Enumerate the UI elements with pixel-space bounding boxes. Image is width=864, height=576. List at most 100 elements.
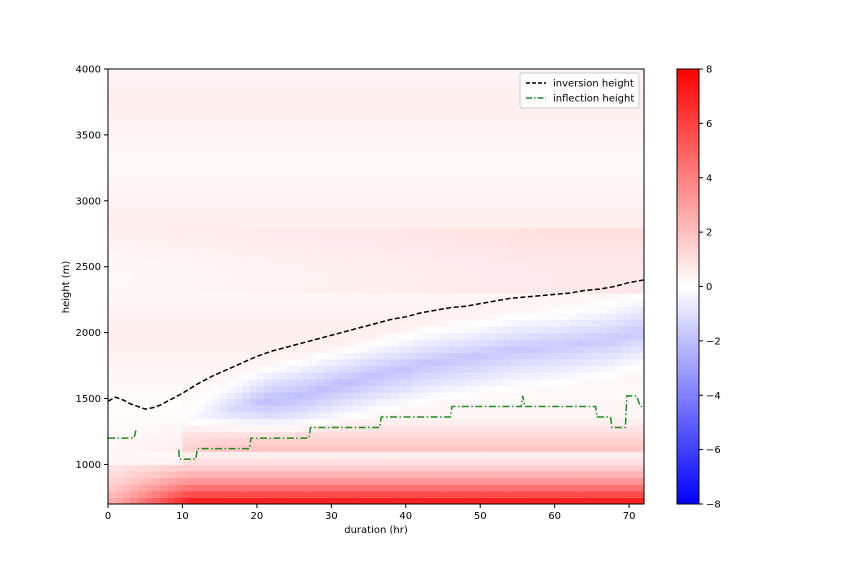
heatmap-cell xyxy=(286,246,295,255)
heatmap-cell xyxy=(279,121,288,129)
heatmap-cell xyxy=(562,438,571,446)
heatmap-cell xyxy=(152,108,161,116)
heatmap-cell xyxy=(160,411,169,419)
heatmap-cell xyxy=(435,115,444,123)
heatmap-cell xyxy=(532,187,541,195)
heatmap-field xyxy=(108,69,644,504)
heatmap-cell xyxy=(219,88,228,96)
heatmap-cell xyxy=(167,293,176,301)
heatmap-cell xyxy=(621,332,630,340)
heatmap-cell xyxy=(614,227,623,235)
heatmap-cell xyxy=(569,484,578,492)
heatmap-cell xyxy=(465,431,474,439)
heatmap-cell xyxy=(428,75,437,83)
heatmap-cell xyxy=(219,200,228,209)
heatmap-cell xyxy=(353,471,362,479)
heatmap-cell xyxy=(316,332,325,340)
heatmap-cell xyxy=(636,233,644,241)
heatmap-cell xyxy=(301,75,310,83)
heatmap-cell xyxy=(502,253,511,261)
heatmap-cell xyxy=(390,286,399,294)
heatmap-cell xyxy=(524,181,533,189)
heatmap-cell xyxy=(487,187,496,195)
heatmap-cell xyxy=(465,306,474,314)
heatmap-cell xyxy=(420,194,429,202)
heatmap-cell xyxy=(577,418,586,426)
heatmap-cell xyxy=(457,286,466,294)
heatmap-cell xyxy=(443,187,452,195)
heatmap-cell xyxy=(517,405,526,413)
heatmap-cell xyxy=(219,115,228,123)
heatmap-cell xyxy=(636,444,644,452)
heatmap-cell xyxy=(405,477,414,485)
heatmap-cell xyxy=(145,95,154,103)
heatmap-cell xyxy=(577,405,586,413)
heatmap-cell xyxy=(457,200,466,209)
heatmap-cell xyxy=(398,438,407,446)
heatmap-cell xyxy=(256,128,265,136)
heatmap-cell xyxy=(189,451,198,459)
heatmap-cell xyxy=(323,378,332,386)
heatmap-cell xyxy=(264,352,273,360)
heatmap-cell xyxy=(383,266,392,274)
heatmap-cell xyxy=(428,345,437,354)
heatmap-cell xyxy=(428,214,437,222)
heatmap-cell xyxy=(562,108,571,116)
heatmap-cell xyxy=(599,332,608,340)
heatmap-cell xyxy=(115,464,124,472)
heatmap-cell xyxy=(301,319,310,327)
heatmap-cell xyxy=(450,352,459,360)
heatmap-cell xyxy=(346,214,355,222)
heatmap-cell xyxy=(510,75,519,83)
heatmap-cell xyxy=(450,372,459,380)
heatmap-cell xyxy=(413,484,422,492)
heatmap-cell xyxy=(435,240,444,248)
heatmap-cell xyxy=(405,319,414,327)
heatmap-cell xyxy=(450,128,459,136)
heatmap-cell xyxy=(286,240,295,248)
heatmap-cell xyxy=(175,424,184,433)
heatmap-cell xyxy=(242,95,251,103)
heatmap-cell xyxy=(584,299,593,307)
heatmap-cell xyxy=(383,134,392,143)
heatmap-cell xyxy=(539,431,548,439)
heatmap-cell xyxy=(554,438,563,446)
heatmap-cell xyxy=(636,161,644,169)
heatmap-cell xyxy=(435,273,444,281)
heatmap-cell xyxy=(599,451,608,459)
heatmap-cell xyxy=(338,457,347,466)
heatmap-cell xyxy=(152,88,161,96)
heatmap-cell xyxy=(614,240,623,248)
heatmap-cell xyxy=(398,326,407,334)
heatmap-cell xyxy=(636,279,644,288)
heatmap-cell xyxy=(234,359,243,367)
heatmap-cell xyxy=(197,253,206,261)
heatmap-cell xyxy=(279,326,288,334)
heatmap-cell xyxy=(346,194,355,202)
heatmap-cell xyxy=(227,293,236,301)
heatmap-cell xyxy=(420,319,429,327)
heatmap-cell xyxy=(383,88,392,96)
heatmap-cell xyxy=(554,424,563,433)
heatmap-cell xyxy=(145,312,154,321)
heatmap-cell xyxy=(383,214,392,222)
heatmap-cell xyxy=(353,464,362,472)
heatmap-cell xyxy=(413,101,422,110)
heatmap-cell xyxy=(591,438,600,446)
heatmap-cell xyxy=(562,418,571,426)
heatmap-cell xyxy=(562,299,571,307)
heatmap-cell xyxy=(487,88,496,96)
heatmap-cell xyxy=(182,405,191,413)
heatmap-cell xyxy=(182,253,191,261)
heatmap-cell xyxy=(487,451,496,459)
heatmap-cell xyxy=(405,457,414,466)
heatmap-cell xyxy=(376,299,385,307)
heatmap-cell xyxy=(219,378,228,386)
heatmap-cell xyxy=(636,253,644,261)
heatmap-cell xyxy=(271,471,280,479)
heatmap-cell xyxy=(480,181,489,189)
heatmap-cell xyxy=(435,200,444,209)
heatmap-cell xyxy=(472,326,481,334)
heatmap-cell xyxy=(271,207,280,215)
heatmap-cell xyxy=(361,444,370,452)
